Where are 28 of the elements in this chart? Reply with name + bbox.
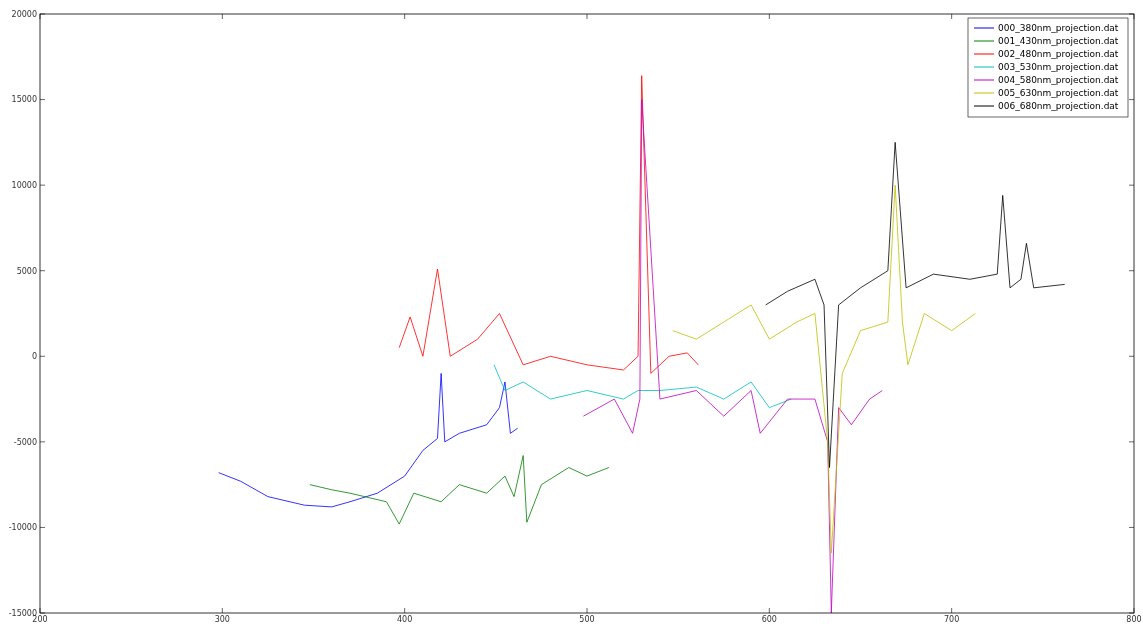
y-tick-label: -10000 (8, 523, 37, 533)
legend-label: 002_480nm_projection.dat (998, 49, 1119, 60)
y-tick-label: 0 (31, 352, 37, 362)
x-tick-label: 400 (397, 615, 413, 624)
x-tick-label: 500 (579, 615, 595, 624)
line-series (218, 373, 519, 508)
y-tick-label: 20000 (11, 9, 37, 19)
y-tick-label: 15000 (11, 95, 37, 105)
line-series (765, 141, 1066, 468)
legend-label: 000_380nm_projection.dat (998, 23, 1119, 34)
line-series (672, 184, 976, 554)
line-series (398, 75, 699, 374)
x-tick-label: 600 (761, 615, 777, 624)
line-series (309, 455, 610, 525)
legend-label: 004_580nm_projection.dat (998, 75, 1119, 86)
x-tick-label: 200 (32, 615, 48, 624)
x-tick-label: 300 (214, 615, 230, 624)
y-tick-label: 10000 (11, 180, 37, 190)
legend-label: 001_430nm_projection.dat (998, 36, 1119, 47)
line-series (493, 364, 792, 409)
x-tick-label: 700 (944, 615, 960, 624)
y-tick-label: -5000 (13, 437, 37, 447)
legend-label: 003_530nm_projection.dat (998, 62, 1119, 73)
x-tick-label: 800 (1126, 615, 1142, 624)
legend-label: 006_680nm_projection.dat (998, 101, 1119, 112)
legend-label: 005_630nm_projection.dat (998, 88, 1119, 99)
y-tick-label: 5000 (16, 266, 37, 276)
line-series (582, 99, 883, 613)
